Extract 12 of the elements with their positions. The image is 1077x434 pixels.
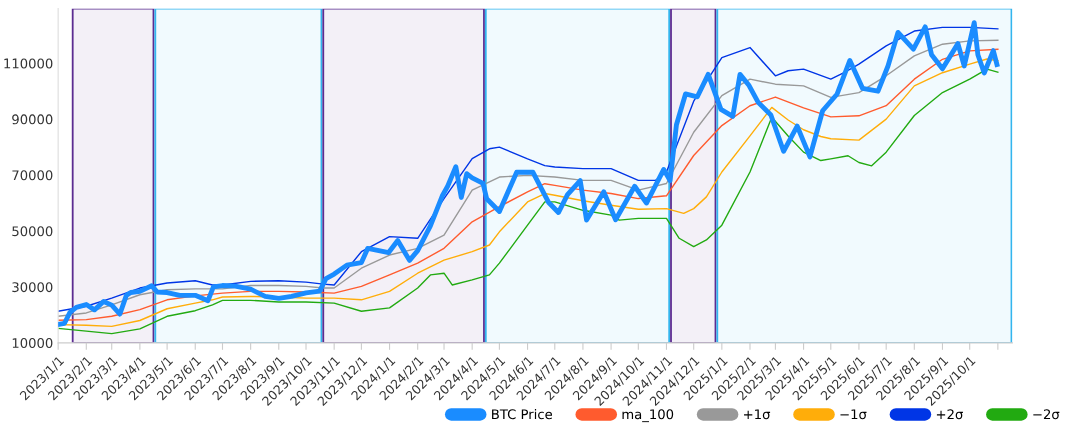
y-tick-label: 10000 [12, 338, 53, 349]
legend-label: ma_100 [622, 409, 674, 423]
y-tick-label: 90000 [12, 114, 53, 125]
y-tick-label: 110000 [4, 58, 53, 69]
y-tick-label: 50000 [12, 226, 53, 237]
legend-label: −2σ [1033, 409, 1060, 420]
legend-label: +2σ [936, 409, 963, 420]
y-tick-label: 70000 [12, 170, 53, 181]
legend-label: BTC Price [492, 408, 553, 420]
y-tick-label: 30000 [12, 282, 53, 293]
legend-label: +1σ [744, 409, 771, 420]
legend-label: −1σ [840, 409, 867, 420]
